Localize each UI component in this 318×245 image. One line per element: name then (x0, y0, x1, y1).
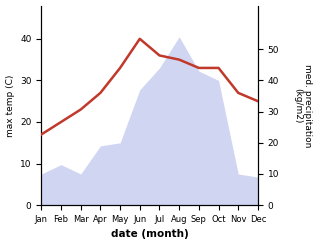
Y-axis label: max temp (C): max temp (C) (5, 74, 15, 136)
X-axis label: date (month): date (month) (111, 230, 189, 239)
Y-axis label: med. precipitation
(kg/m2): med. precipitation (kg/m2) (293, 64, 313, 147)
